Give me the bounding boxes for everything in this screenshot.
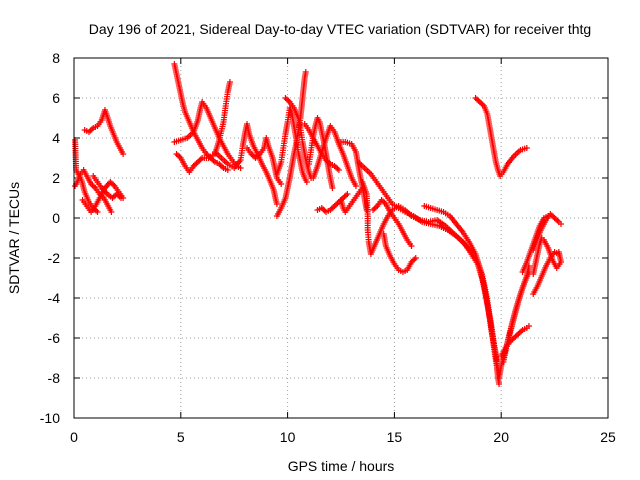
x-tick-label: 5 xyxy=(177,429,185,445)
y-tick-label: 8 xyxy=(52,50,60,66)
x-tick-labels: 0 5 10 15 20 25 xyxy=(70,429,616,445)
data-points xyxy=(72,61,565,387)
series-arc-i xyxy=(211,121,280,207)
data-point xyxy=(303,179,310,185)
data-point xyxy=(493,357,500,363)
y-tick-label: -4 xyxy=(48,290,61,306)
data-point xyxy=(224,167,231,173)
data-point xyxy=(302,69,309,75)
series-arc-m xyxy=(282,95,315,181)
chart-title: Day 196 of 2021, Sidereal Day-to-day VTE… xyxy=(89,21,591,37)
series-arc-w xyxy=(380,231,419,275)
series-arc-a xyxy=(72,137,101,215)
axis-ticks xyxy=(73,57,609,419)
data-point xyxy=(335,167,342,173)
series-arc-v xyxy=(370,197,415,249)
data-point xyxy=(237,165,244,171)
data-point xyxy=(94,209,101,215)
x-tick-label: 10 xyxy=(280,429,296,445)
y-tick-label: 0 xyxy=(52,210,60,226)
y-tick-label: 6 xyxy=(52,90,60,106)
data-point xyxy=(555,251,562,257)
data-point xyxy=(558,221,565,227)
data-point xyxy=(352,183,359,189)
series-arc-o xyxy=(305,115,336,191)
data-point xyxy=(344,191,351,197)
x-tick-label: 15 xyxy=(387,429,403,445)
x-axis-label: GPS time / hours xyxy=(288,458,395,474)
data-point xyxy=(226,79,233,85)
series-arc-p xyxy=(310,123,359,189)
y-tick-labels: -10 -8 -6 -4 -2 0 2 4 6 8 xyxy=(40,50,60,426)
y-tick-label: -2 xyxy=(48,250,61,266)
y-tick-label: 2 xyxy=(52,170,60,186)
data-point xyxy=(117,195,124,201)
data-point xyxy=(496,381,503,387)
data-point xyxy=(412,255,419,261)
series-arc-h xyxy=(173,79,233,175)
series-arc-q xyxy=(314,191,351,215)
data-point xyxy=(545,213,552,219)
series-arc-ac xyxy=(530,235,565,277)
y-axis-label: SDTVAR / TECUs xyxy=(6,182,22,294)
series-arc-ab xyxy=(500,269,532,365)
series-arc-e xyxy=(90,173,124,201)
x-tick-label: 0 xyxy=(70,429,78,445)
series-arc-s xyxy=(338,185,366,215)
series-arc-k xyxy=(273,105,310,185)
x-tick-label: 20 xyxy=(493,429,509,445)
x-tick-label: 25 xyxy=(600,429,616,445)
series-arc-b xyxy=(72,167,115,215)
data-point xyxy=(278,181,285,187)
series-arc-af xyxy=(519,213,552,275)
data-point xyxy=(120,151,127,157)
data-point xyxy=(273,201,280,207)
series-arc-x xyxy=(421,203,500,363)
y-tick-label: -8 xyxy=(48,370,61,386)
y-tick-label: -6 xyxy=(48,330,61,346)
data-point xyxy=(523,145,530,151)
data-point xyxy=(329,185,336,191)
y-tick-label: -10 xyxy=(40,410,60,426)
plot-frame xyxy=(73,57,609,419)
series-arc-ad xyxy=(530,249,562,297)
series-arc-g xyxy=(171,99,244,171)
data-point xyxy=(525,323,532,329)
series-arc-d xyxy=(81,107,127,157)
series-arc-y xyxy=(472,95,530,179)
data-point xyxy=(408,243,415,249)
y-tick-label: 4 xyxy=(52,130,60,146)
grid-lines xyxy=(74,58,608,418)
series-arc-j xyxy=(244,135,285,187)
data-point xyxy=(108,209,115,215)
